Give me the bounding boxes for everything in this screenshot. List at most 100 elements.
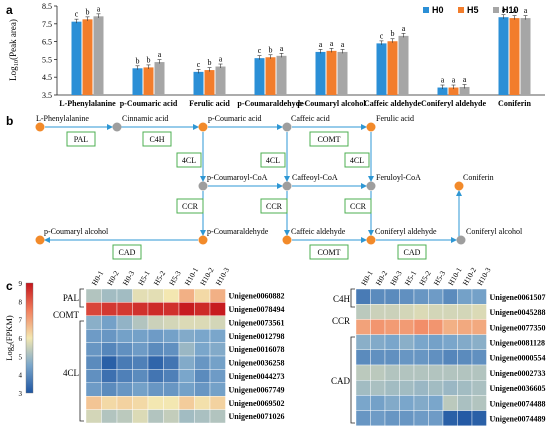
heatmap-cell bbox=[413, 334, 429, 351]
heatmap-cell bbox=[194, 396, 211, 410]
heatmap-cell bbox=[147, 329, 164, 343]
y-tick-label: 5.5 bbox=[42, 55, 52, 64]
gene-label: Unigene0045288 bbox=[490, 308, 546, 317]
colorbar bbox=[25, 282, 34, 394]
heatmap-cell bbox=[384, 319, 400, 335]
bar bbox=[509, 18, 520, 95]
heatmap-cell bbox=[384, 364, 400, 381]
significance-letter: b bbox=[208, 58, 212, 67]
significance-letter: b bbox=[136, 56, 140, 65]
y-tick-label: 4.5 bbox=[42, 73, 52, 82]
significance-letter: a bbox=[341, 40, 345, 49]
node-coniferin bbox=[454, 181, 464, 191]
significance-letter: a bbox=[319, 40, 323, 49]
heatmap-cell bbox=[442, 395, 458, 411]
heatmap-cell bbox=[194, 355, 211, 370]
heatmap-cell bbox=[163, 329, 180, 343]
heatmap-cell bbox=[413, 349, 429, 366]
label-coniferin: Coniferin bbox=[463, 173, 494, 182]
label-p-coumaroyl-coa: p-Coumaroyl-CoA bbox=[207, 173, 268, 182]
gene-label: Unigene0002733 bbox=[490, 369, 546, 378]
bracket-cad bbox=[350, 336, 355, 424]
heatmap-cell bbox=[355, 334, 371, 351]
node-ferulic-acid bbox=[366, 122, 376, 132]
bar bbox=[254, 58, 265, 95]
heatmap-cell bbox=[413, 304, 429, 320]
heatmap-cell bbox=[442, 349, 458, 366]
enzyme-ccr-1: CCR bbox=[182, 202, 199, 211]
heatmap-cell bbox=[471, 319, 487, 335]
heatmap-cell bbox=[101, 315, 118, 330]
heatmap-cell bbox=[132, 409, 149, 424]
heatmap-cell bbox=[399, 349, 415, 366]
enzyme-box-c4h bbox=[142, 131, 172, 147]
significance-letter: a bbox=[463, 75, 467, 84]
heatmap-cell bbox=[194, 302, 211, 316]
heatmap-cell bbox=[209, 302, 226, 316]
heatmap-cell bbox=[457, 395, 473, 411]
group-label-4cl: 4CL bbox=[63, 368, 79, 378]
heatmap-cell bbox=[178, 302, 195, 316]
significance-letter: a bbox=[280, 44, 284, 53]
y-axis-label: Log10(Peak area) bbox=[8, 19, 20, 81]
heatmap-cell bbox=[457, 288, 473, 305]
heatmap-cell bbox=[132, 342, 149, 357]
heatmap-cell bbox=[384, 395, 400, 411]
heatmap-cell bbox=[428, 334, 444, 351]
bar bbox=[315, 51, 326, 95]
colorbar-title: Log2(FPKM) bbox=[4, 315, 16, 361]
enzyme-4cl-2: 4CL bbox=[266, 156, 280, 165]
column-label: H0-2 bbox=[374, 269, 390, 287]
heatmap-cell bbox=[101, 409, 118, 424]
heatmap-cell bbox=[370, 304, 386, 320]
significance-letter: b bbox=[269, 45, 273, 54]
enzyme-4cl-1: 4CL bbox=[182, 156, 196, 165]
colorbar-tick: 7 bbox=[19, 317, 23, 325]
enzyme-comt-1: COMT bbox=[317, 135, 340, 144]
heatmap-cell bbox=[442, 288, 458, 305]
significance-letter: a bbox=[402, 24, 406, 33]
category-label: L-Phenylalanine bbox=[59, 99, 116, 108]
node-l-phenylalanine bbox=[35, 122, 45, 132]
node-p-coumaroyl-coa bbox=[198, 181, 208, 191]
y-tick-label: 7.5 bbox=[42, 20, 52, 29]
label-p-coumaryl-alcohol: p-Coumaryl alcohol bbox=[44, 227, 109, 236]
node-p-coumaraldehyde bbox=[198, 235, 208, 245]
column-label: H10-3 bbox=[475, 266, 493, 287]
significance-letter: b bbox=[147, 55, 151, 64]
heatmap-cell bbox=[413, 319, 429, 335]
category-label: Caffeic aldehyde bbox=[364, 99, 422, 108]
enzyme-box-ccr-3 bbox=[344, 198, 372, 214]
heatmap-cell bbox=[471, 380, 487, 396]
heatmap-cell bbox=[428, 319, 444, 335]
heatmap-cell bbox=[147, 315, 164, 330]
heatmap-cell bbox=[85, 342, 102, 357]
heatmap-cell bbox=[209, 315, 226, 330]
group-label-c4h: C4H bbox=[333, 294, 351, 304]
colorbar-tick: 5 bbox=[19, 353, 23, 361]
gene-label: Unigene0078494 bbox=[229, 305, 285, 314]
heatmap-cell bbox=[370, 288, 386, 305]
node-caffeic-aldehyde bbox=[282, 235, 292, 245]
heatmap-cell bbox=[101, 382, 118, 397]
heatmap-cell bbox=[132, 369, 149, 383]
heatmap-cell bbox=[370, 395, 386, 411]
gene-label: Unigene0074489 bbox=[490, 415, 546, 424]
heatmap-cell bbox=[116, 288, 133, 303]
bar bbox=[376, 43, 387, 95]
enzyme-box-comt-2 bbox=[309, 244, 349, 260]
heatmap-cell bbox=[163, 396, 180, 410]
heatmap-cell bbox=[163, 369, 180, 383]
heatmap-cell bbox=[147, 355, 164, 370]
heatmap-cell bbox=[370, 319, 386, 335]
bracket-c4h bbox=[350, 288, 355, 308]
bar bbox=[520, 18, 531, 95]
heatmap-cell bbox=[147, 396, 164, 410]
gene-label: Unigene0077350 bbox=[490, 323, 546, 332]
heatmap-cell bbox=[116, 396, 133, 410]
enzyme-box-ccr-2 bbox=[260, 198, 288, 214]
heatmap-cell bbox=[101, 288, 118, 303]
heatmap-cell bbox=[101, 329, 118, 343]
colorbar-tick: 8 bbox=[19, 298, 23, 306]
